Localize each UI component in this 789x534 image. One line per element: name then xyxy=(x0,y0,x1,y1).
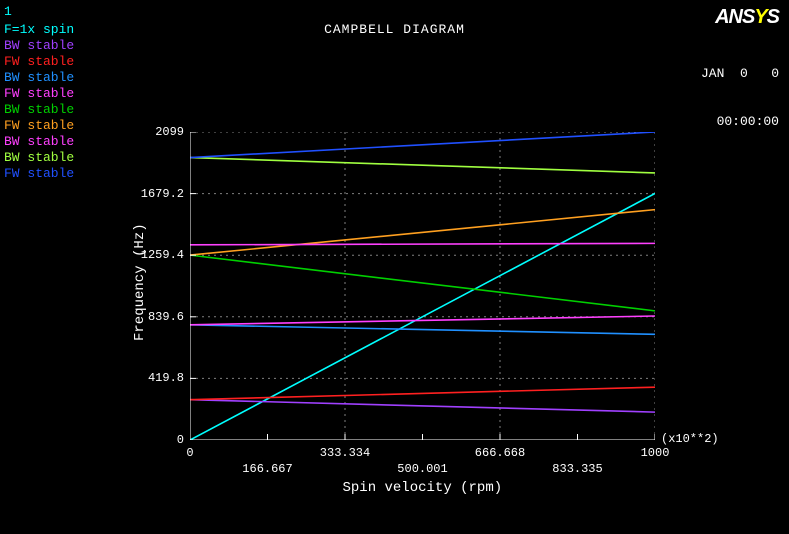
y-tick-label: 2099 xyxy=(155,125,184,139)
series-fw5 xyxy=(190,132,655,158)
series-bw3 xyxy=(190,255,655,311)
x-tick-label: 333.334 xyxy=(320,446,370,460)
legend-item: FW stable xyxy=(4,86,74,102)
y-tick-label: 1679.2 xyxy=(141,187,184,201)
x-tick-label: 666.668 xyxy=(475,446,525,460)
chart-title: CAMPBELL DIAGRAM xyxy=(0,22,789,37)
legend: F=1x spinBW stableFW stableBW stableFW s… xyxy=(4,22,74,182)
legend-item: FW stable xyxy=(4,54,74,70)
date-line: JAN 0 0 xyxy=(701,66,779,82)
y-tick-label: 0 xyxy=(177,433,184,447)
legend-item: BW stable xyxy=(4,134,74,150)
x-tick-label: 500.001 xyxy=(397,462,447,476)
legend-item: FW stable xyxy=(4,166,74,182)
series-bw4 xyxy=(190,243,655,244)
series-fw3 xyxy=(190,210,655,255)
campbell-plot xyxy=(190,132,655,440)
x-tick-label: 0 xyxy=(186,446,193,460)
x-tick-label: 1000 xyxy=(641,446,670,460)
time-line: 00:00:00 xyxy=(701,114,779,130)
series-bw5 xyxy=(190,158,655,173)
x-axis-label: Spin velocity (rpm) xyxy=(343,480,503,496)
x-tick-label: 833.335 xyxy=(552,462,602,476)
legend-item: BW stable xyxy=(4,150,74,166)
y-axis-label: Frequency (Hz) xyxy=(132,223,148,341)
datetime-stamp: JAN 0 0 00:00:00 xyxy=(701,34,779,162)
series-fw1 xyxy=(190,387,655,399)
y-tick-label: 419.8 xyxy=(148,371,184,385)
x-tick-label: 166.667 xyxy=(242,462,292,476)
series-bw2 xyxy=(190,325,655,335)
legend-item: BW stable xyxy=(4,102,74,118)
legend-item: FW stable xyxy=(4,118,74,134)
ansys-logo: ANSYS xyxy=(715,6,779,29)
y-tick-label: 839.6 xyxy=(148,310,184,324)
campbell-diagram-screenshot: 1 F=1x spinBW stableFW stableBW stableFW… xyxy=(0,0,789,534)
legend-item: BW stable xyxy=(4,38,74,54)
legend-item: BW stable xyxy=(4,70,74,86)
x-exponent-note: (x10**2) xyxy=(661,432,719,446)
series-bw1 xyxy=(190,400,655,412)
session-number: 1 xyxy=(4,4,12,19)
